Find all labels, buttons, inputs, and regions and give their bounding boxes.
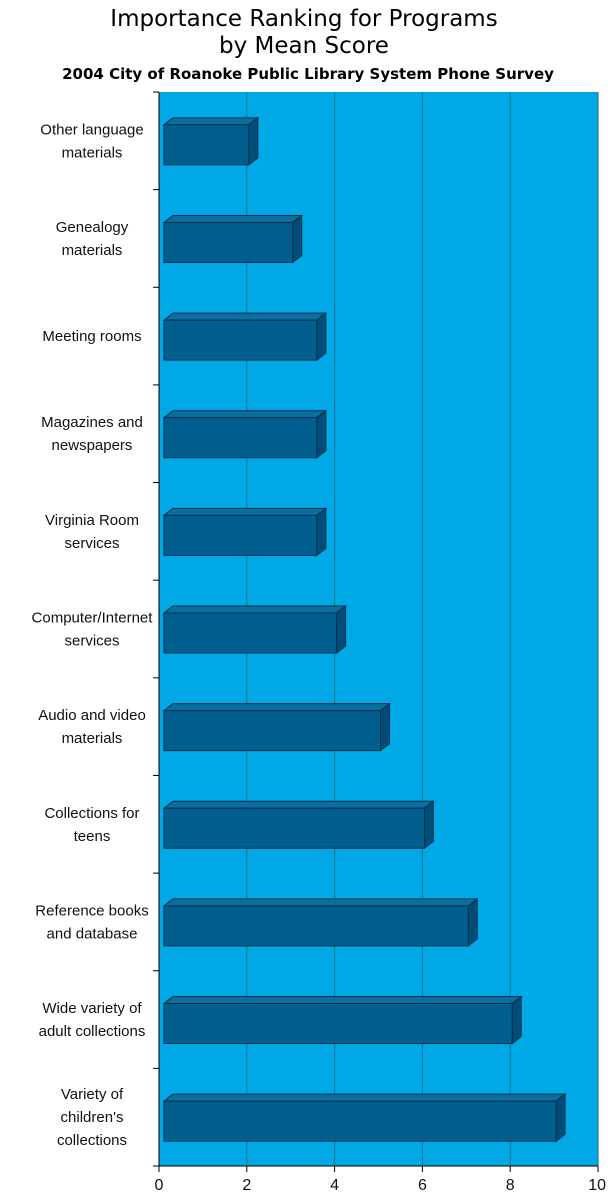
bar [162,800,435,850]
bar-side-face [316,312,327,362]
bar [162,409,328,459]
bar-top-face [162,898,479,907]
category-label: Collections for [44,805,139,822]
category-label: children's [61,1109,124,1126]
category-label: Wide variety of [42,1000,142,1017]
bar-top-face [162,800,435,809]
bar-side-face [336,604,347,655]
category-label: materials [62,242,123,259]
category-label: Genealogy [56,219,129,236]
bar [162,702,391,752]
bar-front-face [163,710,381,752]
chart-subtitle: 2004 City of Roanoke Public Library Syst… [62,65,554,83]
category-label: adult collections [39,1023,146,1040]
bar [162,507,328,557]
category-label: materials [62,144,123,161]
bar [162,897,479,947]
bar-side-face [511,995,522,1045]
bar-side-face [316,507,327,557]
bar [162,604,348,655]
category-label: and database [47,925,138,942]
category-label: Virginia Room [45,512,139,529]
bar-top-face [162,507,328,516]
bar-front-face [163,1100,557,1142]
bar-side-face [292,214,303,264]
category-label: services [64,535,119,552]
x-tick-label: 6 [418,1177,427,1194]
bar-side-face [423,800,434,850]
bar-front-face [163,807,425,849]
bar-front-face [163,417,318,459]
bar [162,1093,567,1143]
category-label: Meeting rooms [42,328,141,345]
category-label: Variety of [61,1086,124,1103]
x-tick-label: 0 [155,1177,164,1194]
bar-front-face [163,221,294,263]
category-label: Magazines and [41,414,143,431]
bar [162,116,260,166]
category-label: teens [74,828,111,845]
category-label: Other language [40,121,143,138]
bar-top-face [162,410,328,419]
bar-side-face [555,1093,566,1143]
bar-side-face [380,702,390,752]
category-label: Audio and video [38,707,146,724]
chart-title-line-2: by Mean Score [219,33,389,59]
bar-top-face [162,312,328,321]
bar-top-face [162,703,391,712]
bar [162,312,328,362]
bar-side-face [248,116,259,166]
x-tick-labels: 0 2 4 6 8 10 [155,1177,607,1194]
category-label: services [64,633,119,650]
x-tick-label: 4 [330,1177,339,1194]
bar [162,995,523,1045]
x-tick-label: 2 [242,1177,251,1194]
category-labels: Other language materials Genealogy material… [32,121,154,1149]
bar-top-face [162,117,260,126]
bar-front-face [163,905,469,947]
category-label: Reference books [35,902,148,919]
bar [162,214,304,264]
category-label: Computer/Internet [32,610,154,627]
axes [153,91,599,1172]
bar-top-face [162,214,304,223]
bar-side-face [316,409,327,459]
x-tick-label: 8 [506,1177,515,1194]
bar-front-face [163,319,318,361]
bar-front-face [163,124,250,166]
bar-front-face [163,612,338,654]
chart-title-line-1: Importance Ranking for Programs [110,6,498,32]
bar-top-face [162,996,523,1005]
category-label: materials [62,730,123,747]
x-tick-label: 10 [588,1177,606,1194]
category-label: newspapers [52,437,133,454]
category-label: collections [57,1132,127,1149]
bar-top-face [162,605,348,614]
bar-front-face [163,1003,513,1045]
bar-top-face [162,1093,567,1102]
bar-side-face [467,897,478,947]
bars [162,116,567,1143]
bar-front-face [163,514,318,556]
